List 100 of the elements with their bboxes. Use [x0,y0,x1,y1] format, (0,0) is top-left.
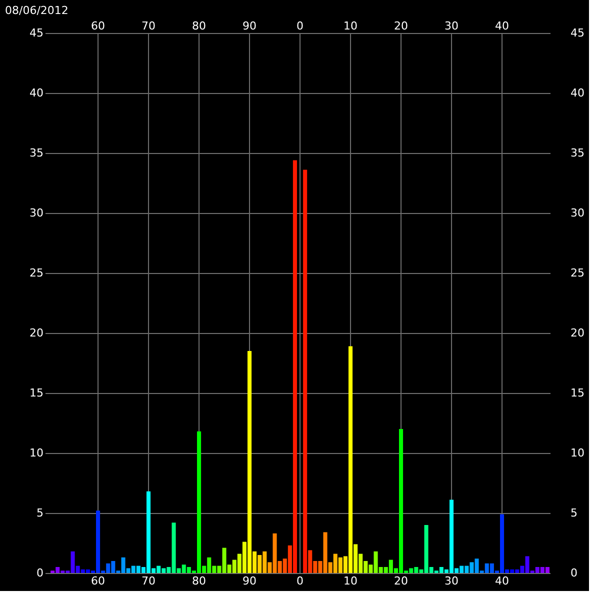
bar [136,566,140,573]
bar [86,569,90,573]
bar [540,567,544,573]
y2-tick-label: 45 [570,26,584,40]
x-tick-label: 0 [296,20,304,32]
bar [505,569,510,573]
bar [207,557,212,573]
bar [525,556,530,573]
bar [374,551,378,573]
bar [460,566,464,573]
y-tick-label: 25 [30,266,44,280]
bar [364,561,368,573]
x-tick-label: 20 [394,20,408,32]
chart-title: 08/06/2012 [5,4,68,17]
y-tick-label: 35 [30,146,44,160]
y-tick-label: 20 [30,326,44,340]
y2-tick-label: 40 [570,86,584,100]
x-tick-label: 60 [91,20,106,32]
bar [258,555,262,573]
bar [56,567,60,573]
bar [152,568,156,573]
category-label: 20 [394,574,408,588]
x-tick-label: 10 [344,20,358,32]
bar [388,560,393,573]
bar [176,568,181,573]
bar [96,510,100,573]
bar [424,525,428,573]
bar [450,500,454,573]
bar [414,567,418,573]
bar [333,554,338,573]
bar [197,431,202,573]
bar [308,550,312,573]
category-label: 10 [344,574,358,588]
bar [399,429,404,573]
y-tick-label: 5 [36,506,44,520]
bar [384,567,388,573]
bar [520,566,524,573]
bar [338,557,342,573]
bar [76,566,80,573]
bar [439,567,444,573]
bar [510,569,514,573]
bar [484,563,489,573]
bar [429,567,434,573]
bar [268,562,272,573]
y-tick-label: 30 [30,206,44,220]
bar [348,346,353,573]
bar [166,567,171,573]
y2-tick-label: 30 [570,206,584,220]
bar [444,569,448,573]
bar [278,561,282,573]
category-label: 60 [91,574,106,588]
bar [212,566,216,573]
bar [545,567,550,573]
bar [272,533,277,573]
bar [419,569,424,573]
bar [252,551,257,573]
y-tick-label: 15 [30,386,44,400]
category-label: 80 [192,574,206,588]
bar [106,563,110,573]
bar [70,551,75,573]
bar [131,566,136,573]
y2-tick-label: 20 [570,326,584,340]
bar [328,562,332,573]
x-tick-label: 70 [142,20,156,32]
x-tick-label: 40 [495,20,510,32]
y-tick-label: 10 [30,446,44,460]
y2-tick-label: 35 [570,146,584,160]
bar [535,567,540,573]
bar [162,568,166,573]
bar [343,556,348,573]
bar [282,558,287,573]
y-tick-label: 45 [30,26,44,40]
x-tick-label: 90 [242,20,257,32]
bar [202,566,206,573]
bar [313,561,318,573]
bar [186,567,191,573]
bar [409,568,414,573]
bar [464,566,469,573]
bar [474,558,479,573]
x-tick-label: 80 [192,20,206,32]
bar [500,514,504,573]
bar [368,564,373,573]
bar [454,568,459,573]
bar [262,551,267,573]
bar [80,569,85,573]
bar [318,561,322,573]
y2-tick-label: 10 [570,446,584,460]
bar [156,566,161,573]
bar [490,563,494,573]
category-label: 40 [495,574,510,588]
bar [227,564,232,573]
bar [515,569,520,573]
bar [146,491,151,573]
x-tick-label: 30 [444,20,459,32]
bar [292,160,297,573]
bar [354,544,358,573]
bar [232,560,236,573]
bar [323,532,328,573]
bar [378,567,383,573]
y-tick-label: 0 [36,566,44,580]
